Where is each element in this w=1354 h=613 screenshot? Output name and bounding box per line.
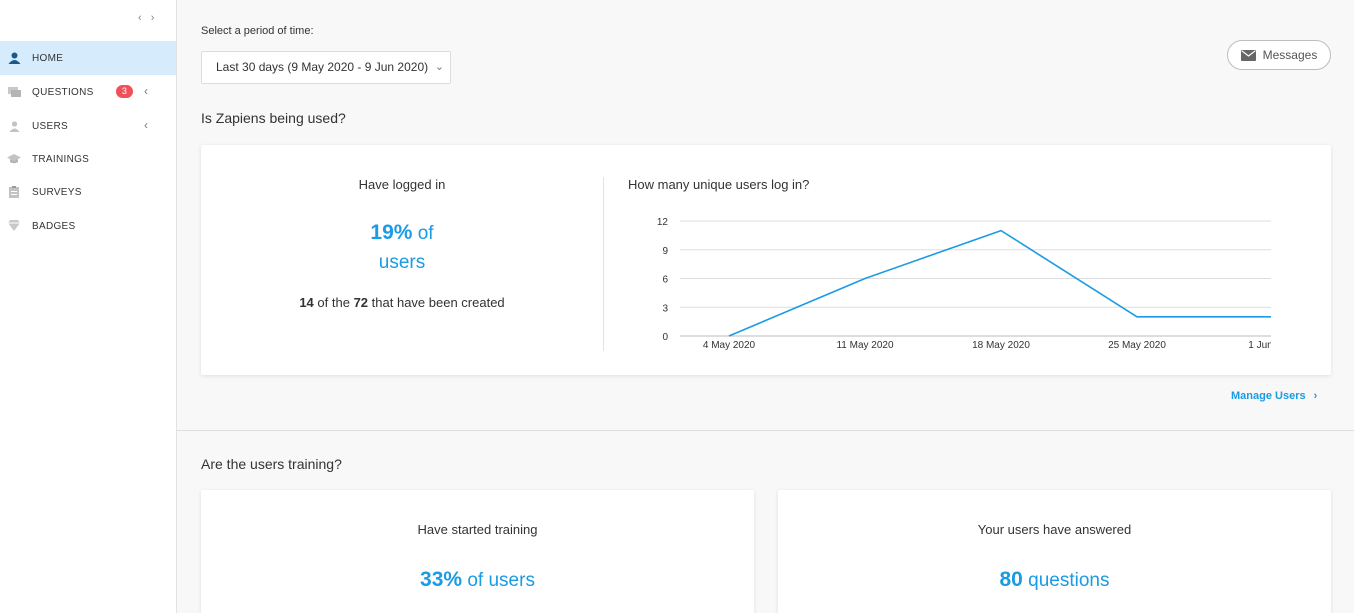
chevron-down-icon: ⌄ xyxy=(434,61,444,73)
sidebar-item-label: USERS xyxy=(32,120,68,132)
logged-in-title: Have logged in xyxy=(358,177,446,192)
started-training-percent-value: 33% xyxy=(420,568,463,591)
answered-count: 80 questions xyxy=(778,565,1331,595)
x-tick-label: 1 Jun 2020 xyxy=(1248,340,1271,351)
sidebar-item-label: HOME xyxy=(32,52,64,64)
envelope-icon xyxy=(1240,49,1256,61)
sidebar-item-label: QUESTIONS xyxy=(32,86,94,98)
card-divider xyxy=(603,177,604,351)
logged-in-percent: 19% of xyxy=(201,218,603,248)
period-select[interactable]: Last 30 days (9 May 2020 - 9 Jun 2020) ⌄ xyxy=(201,51,451,84)
graduation-cap-icon xyxy=(7,153,21,165)
series-line xyxy=(728,229,1271,337)
badge-icon xyxy=(7,220,21,232)
sidebar-item-home[interactable]: HOME xyxy=(0,41,176,75)
sidebar-item-trainings[interactable]: TRAININGS xyxy=(0,142,176,176)
manage-users-label: Manage Users xyxy=(1231,390,1306,402)
total-users-count: 72 xyxy=(353,295,369,310)
answered-title: Your users have answered xyxy=(977,522,1132,537)
sidebar-item-badges[interactable]: BADGES xyxy=(0,209,176,243)
started-training-title: Have started training xyxy=(417,522,538,537)
period-label: Select a period of time: xyxy=(201,25,314,37)
home-user-icon xyxy=(7,52,21,64)
logged-in-percent-suffix: of xyxy=(417,223,434,244)
started-training-suffix: of users xyxy=(467,570,535,591)
training-section-title: Are the users training? xyxy=(201,456,342,472)
questions-count-badge: 3 xyxy=(116,85,133,98)
login-card: Have logged in 19% of users 14 of the 72… xyxy=(201,145,1331,375)
chevron-left-icon[interactable]: ‹ xyxy=(144,84,149,98)
x-tick-label: 11 May 2020 xyxy=(836,340,894,351)
x-tick-label: 4 May 2020 xyxy=(703,340,756,351)
usage-section-title: Is Zapiens being used? xyxy=(201,110,346,126)
period-select-value: Last 30 days (9 May 2020 - 9 Jun 2020) xyxy=(216,60,429,74)
sidebar-item-surveys[interactable]: SURVEYS xyxy=(0,175,176,209)
logged-in-percent-line2: users xyxy=(378,252,426,273)
chevron-left-icon[interactable]: ‹ xyxy=(144,118,149,132)
answers-card: Your users have answered 80 questions xyxy=(778,490,1331,613)
logged-in-percent-value: 19% xyxy=(370,221,413,244)
manage-users-link[interactable]: Manage Users › xyxy=(1231,390,1317,402)
logged-in-text-end: that have been created xyxy=(371,295,505,310)
sidebar: ‹ › HOME QUESTIONS 3 ‹ USERS ‹ TRAININGS… xyxy=(0,0,177,613)
sidebar-item-label: TRAININGS xyxy=(32,153,90,165)
user-icon xyxy=(7,120,21,132)
sidebar-item-label: BADGES xyxy=(32,220,76,232)
started-training-percent: 33% of users xyxy=(201,565,754,595)
unique-logins-chart: 0 3 6 9 12 4 May 2020 11 May 2020 18 May 2020 25… xyxy=(657,217,1271,351)
sidebar-collapse-toggle[interactable]: ‹ › xyxy=(138,12,158,24)
x-tick-label: 25 May 2020 xyxy=(1108,340,1166,351)
messages-button-label: Messages xyxy=(1262,48,1318,62)
y-tick-label: 0 xyxy=(662,332,668,343)
x-tick-label: 18 May 2020 xyxy=(972,340,1030,351)
logged-in-count: 14 xyxy=(299,295,314,310)
logged-in-text-mid: of the xyxy=(317,295,350,310)
clipboard-icon xyxy=(7,186,21,198)
answered-suffix: questions xyxy=(1028,570,1110,591)
chart-title: How many unique users log in? xyxy=(628,177,810,192)
chat-icon xyxy=(7,86,21,98)
training-card: Have started training 33% of users xyxy=(201,490,754,613)
section-separator xyxy=(177,430,1354,431)
messages-button[interactable]: Messages xyxy=(1227,40,1331,70)
y-tick-label: 9 xyxy=(662,246,668,257)
chevron-right-icon: › xyxy=(1313,390,1318,402)
sidebar-item-label: SURVEYS xyxy=(32,186,82,198)
answered-count-value: 80 xyxy=(999,568,1023,591)
y-tick-label: 6 xyxy=(662,275,668,286)
sidebar-item-questions[interactable]: QUESTIONS 3 ‹ xyxy=(0,75,176,109)
main-content: Select a period of time: Last 30 days (9… xyxy=(177,0,1354,613)
sidebar-item-users[interactable]: USERS ‹ xyxy=(0,109,176,143)
y-tick-label: 12 xyxy=(657,217,669,228)
y-tick-label: 3 xyxy=(662,303,668,314)
logged-in-count-text: 14 of the 72 that have been created xyxy=(201,295,603,310)
